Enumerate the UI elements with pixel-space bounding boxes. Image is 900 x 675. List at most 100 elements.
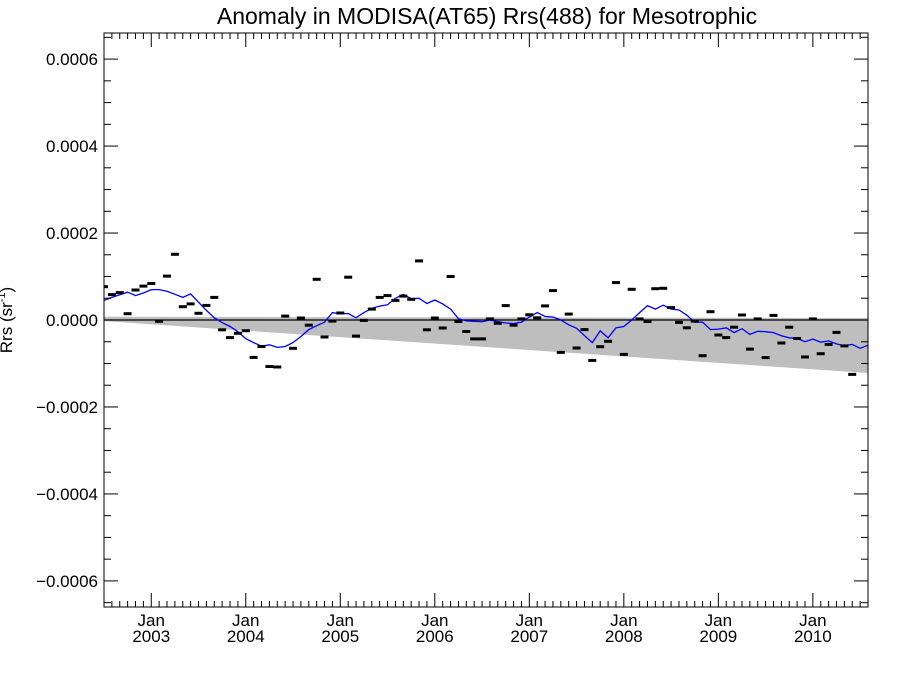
data-point bbox=[296, 316, 305, 320]
x-tick-label-month: Jan bbox=[138, 611, 165, 630]
data-point bbox=[525, 313, 534, 317]
data-point bbox=[832, 330, 841, 334]
data-point bbox=[407, 297, 416, 301]
data-point bbox=[777, 341, 786, 345]
data-point bbox=[745, 347, 754, 351]
chart-title: Anomaly in MODISA(AT65) Rrs(488) for Mes… bbox=[217, 3, 757, 29]
data-point bbox=[478, 337, 487, 341]
data-point bbox=[430, 316, 439, 320]
data-point bbox=[564, 312, 573, 316]
data-point bbox=[604, 339, 613, 343]
data-point bbox=[730, 325, 739, 329]
y-tick-label: 0.0002 bbox=[46, 224, 98, 243]
data-point bbox=[107, 293, 116, 297]
data-point bbox=[517, 317, 526, 321]
data-point bbox=[501, 304, 510, 308]
x-tick-label-year: 2008 bbox=[605, 627, 643, 646]
data-point bbox=[155, 319, 164, 323]
data-point bbox=[612, 281, 620, 285]
data-point bbox=[320, 335, 329, 339]
data-point bbox=[793, 337, 802, 340]
data-point bbox=[462, 330, 471, 333]
data-point bbox=[627, 287, 636, 291]
data-point bbox=[210, 295, 219, 299]
data-point bbox=[265, 365, 274, 368]
y-tick-label: 0.0004 bbox=[46, 137, 98, 156]
y-axis-label: Rrs (sr-1) bbox=[0, 287, 16, 353]
data-point bbox=[808, 317, 817, 321]
y-tick-label: −0.0002 bbox=[36, 398, 98, 417]
data-point bbox=[659, 286, 668, 290]
data-point bbox=[470, 337, 479, 341]
data-point bbox=[596, 345, 605, 349]
x-tick-label-year: 2005 bbox=[321, 627, 359, 646]
data-point bbox=[509, 323, 518, 327]
data-point bbox=[202, 303, 211, 307]
data-point bbox=[104, 285, 108, 289]
data-point bbox=[123, 312, 132, 316]
data-point bbox=[643, 320, 652, 323]
data-point bbox=[273, 365, 282, 369]
data-point bbox=[304, 323, 313, 327]
data-point bbox=[651, 287, 660, 291]
data-point bbox=[241, 329, 250, 333]
data-point bbox=[714, 333, 723, 337]
x-tick-label-month: Jan bbox=[705, 611, 732, 630]
data-point bbox=[769, 313, 778, 317]
data-point bbox=[667, 306, 676, 310]
data-point bbox=[706, 310, 715, 314]
data-point bbox=[383, 294, 392, 298]
y-tick-label: 0.0000 bbox=[46, 311, 98, 330]
x-tick-label-year: 2010 bbox=[794, 627, 832, 646]
data-point bbox=[446, 275, 455, 278]
x-tick-label-month: Jan bbox=[327, 611, 354, 630]
data-point bbox=[415, 259, 424, 263]
data-point bbox=[359, 318, 368, 322]
data-point bbox=[619, 352, 628, 356]
data-point bbox=[761, 356, 770, 360]
data-point bbox=[170, 252, 179, 256]
data-point bbox=[533, 316, 542, 320]
data-point bbox=[131, 288, 140, 292]
data-point bbox=[588, 358, 597, 362]
data-point bbox=[352, 334, 360, 338]
data-point bbox=[493, 321, 502, 325]
data-point bbox=[690, 319, 699, 323]
running-mean-line bbox=[104, 288, 868, 350]
data-point bbox=[249, 355, 258, 359]
x-tick-label-month: Jan bbox=[799, 611, 826, 630]
data-point bbox=[848, 372, 857, 376]
data-point bbox=[785, 325, 794, 329]
data-point bbox=[163, 274, 171, 278]
data-point bbox=[289, 346, 297, 350]
x-tick-label-year: 2006 bbox=[416, 627, 454, 646]
data-point bbox=[454, 320, 463, 323]
data-point bbox=[391, 298, 400, 302]
y-axis-label-text: Rrs (sr bbox=[0, 302, 16, 353]
x-tick-label-month: Jan bbox=[610, 611, 637, 630]
x-tick-label-year: 2003 bbox=[132, 627, 170, 646]
x-tick-label-month: Jan bbox=[516, 611, 543, 630]
x-tick-label-year: 2009 bbox=[699, 627, 737, 646]
data-point bbox=[722, 336, 731, 340]
x-tick-label-year: 2004 bbox=[227, 627, 265, 646]
data-point bbox=[115, 291, 124, 295]
data-point bbox=[675, 320, 683, 324]
data-point bbox=[194, 311, 203, 315]
data-point bbox=[257, 345, 266, 348]
data-point bbox=[548, 289, 557, 293]
data-point bbox=[375, 295, 384, 299]
y-tick-label: 0.0006 bbox=[46, 50, 98, 69]
data-point bbox=[147, 282, 156, 285]
data-point bbox=[698, 354, 707, 358]
data-point bbox=[422, 328, 431, 332]
axes-layer: −0.0006 −0.0004 −0.0002 0.0000 0.0002 0.0004 0… bbox=[36, 32, 869, 646]
data-point bbox=[801, 355, 809, 359]
data-point bbox=[344, 275, 353, 279]
plot-layer bbox=[104, 252, 868, 376]
data-point bbox=[556, 350, 565, 354]
y-axis-label-superscript: -1 bbox=[0, 292, 8, 302]
data-point bbox=[682, 326, 691, 330]
data-point bbox=[186, 302, 195, 306]
